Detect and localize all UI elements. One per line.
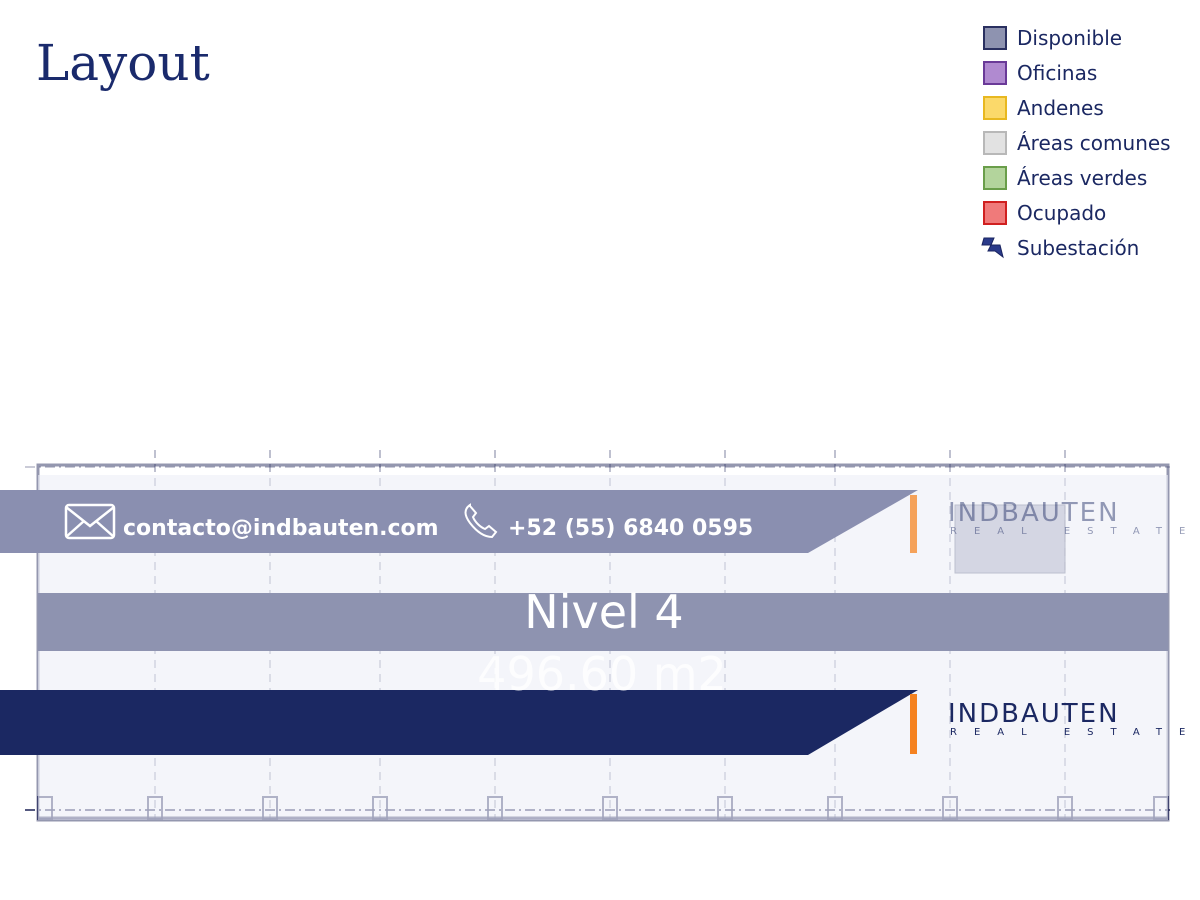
contact-phone: +52 (55) 6840 0595	[508, 516, 753, 541]
legend-swatch	[983, 166, 1007, 190]
level-name: Nivel 4	[524, 585, 683, 639]
brand-tagline: REAL ESTATE	[950, 727, 1200, 738]
level-band	[38, 593, 1168, 651]
brand-bar	[910, 694, 917, 754]
brand-name: INDBAUTEN	[948, 498, 1120, 528]
legend-swatch	[983, 201, 1007, 225]
brand-name: INDBAUTEN	[948, 699, 1120, 729]
legend-label: Ocupado	[1017, 201, 1106, 225]
level-area: 496.60 m2	[477, 647, 727, 701]
legend-swatch	[983, 131, 1007, 155]
contact-email: contacto@indbauten.com	[123, 516, 439, 541]
legend-label: Andenes	[1017, 96, 1104, 120]
page-title: Layout	[36, 34, 210, 92]
legend-label: Áreas comunes	[1017, 131, 1171, 155]
brand-band	[0, 690, 918, 755]
legend-swatch	[983, 61, 1007, 85]
legend: Disponible Oficinas Andenes Áreas comunes Ár…	[981, 26, 1171, 260]
legend-icon	[981, 237, 1004, 259]
brand-tagline: REAL ESTATE	[950, 526, 1200, 537]
email-icon	[64, 503, 116, 540]
brand-bar	[910, 495, 917, 553]
legend-swatch	[983, 26, 1007, 50]
legend-label: Subestación	[1017, 236, 1139, 260]
phone-icon	[464, 503, 498, 539]
legend-label: Áreas verdes	[1017, 166, 1147, 190]
legend-label: Oficinas	[1017, 61, 1097, 85]
legend-swatch	[983, 96, 1007, 120]
contact-band	[0, 490, 918, 553]
legend-label: Disponible	[1017, 26, 1122, 50]
